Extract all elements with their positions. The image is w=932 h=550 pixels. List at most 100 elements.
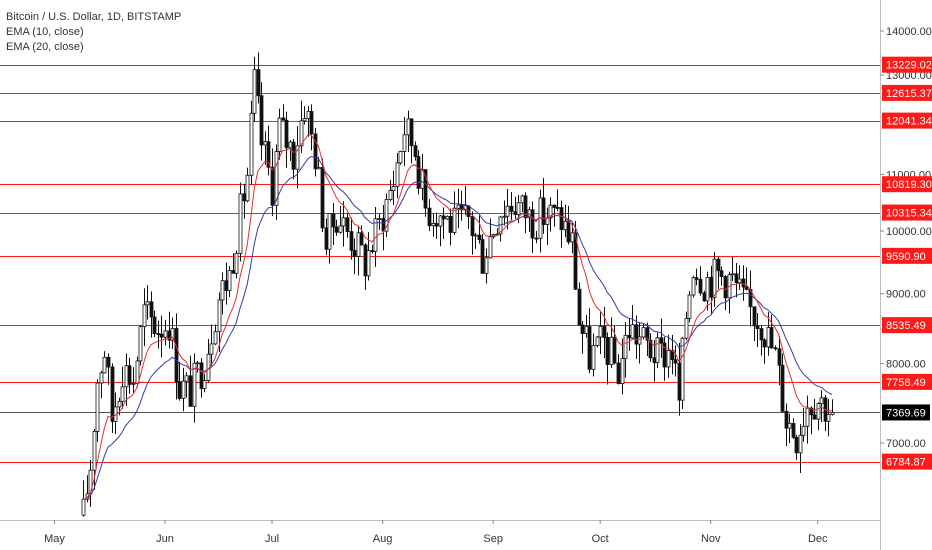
candle-body-196 bbox=[780, 364, 785, 412]
candle-body-59 bbox=[291, 141, 296, 170]
candle-body-164 bbox=[666, 350, 671, 368]
candle-body-10 bbox=[117, 400, 122, 408]
x-tick-label-7: Dec bbox=[808, 533, 828, 545]
candle-body-173 bbox=[698, 278, 703, 294]
candle-body-111 bbox=[477, 234, 482, 240]
candle-body-197 bbox=[784, 410, 789, 429]
candle-body-92 bbox=[409, 118, 414, 147]
candle-body-153 bbox=[627, 334, 632, 339]
candle-body-30 bbox=[188, 375, 193, 407]
candle-body-25 bbox=[170, 328, 175, 341]
candle-body-85 bbox=[384, 199, 389, 232]
candle-body-14 bbox=[131, 382, 136, 385]
candle-body-170 bbox=[687, 294, 692, 319]
candle-body-203 bbox=[805, 407, 810, 427]
candle-body-189 bbox=[755, 325, 760, 330]
candle-body-98 bbox=[431, 223, 436, 227]
candle-body-210 bbox=[830, 412, 835, 415]
candle-body-4 bbox=[95, 382, 100, 432]
candle-body-44 bbox=[238, 193, 243, 254]
candle-body-126 bbox=[530, 209, 535, 239]
candle-body-67 bbox=[320, 167, 325, 229]
candle-body-109 bbox=[470, 216, 475, 236]
candle-body-42 bbox=[231, 270, 236, 274]
candle-body-12 bbox=[124, 365, 129, 388]
candle-body-176 bbox=[709, 276, 714, 298]
candle-body-166 bbox=[673, 359, 678, 364]
y-tick-label-3: 10000.00 bbox=[886, 226, 932, 238]
candle-body-66 bbox=[316, 167, 321, 170]
candle-body-127 bbox=[534, 237, 539, 240]
candle-body-40 bbox=[224, 280, 229, 291]
candle-body-178 bbox=[716, 258, 721, 272]
candle-body-18 bbox=[145, 301, 150, 306]
candle-body-41 bbox=[227, 270, 232, 291]
candle-body-71 bbox=[334, 226, 339, 233]
level-label-7: 7758.49 bbox=[886, 377, 926, 389]
ema10-line bbox=[82, 134, 833, 500]
candle-body-22 bbox=[159, 333, 164, 338]
candle-body-124 bbox=[523, 195, 528, 219]
candle-body-51 bbox=[263, 141, 268, 146]
candle-body-204 bbox=[809, 407, 814, 416]
y-tick-label-5: 8000.00 bbox=[886, 359, 926, 371]
y-tick-label-4: 9000.00 bbox=[886, 289, 926, 301]
candle-body-155 bbox=[634, 324, 639, 345]
candle-body-139 bbox=[577, 288, 582, 326]
x-tick-label-6: Nov bbox=[701, 533, 721, 545]
candle-body-6 bbox=[102, 356, 107, 374]
x-tick-label-4: Sep bbox=[483, 533, 503, 545]
candle-body-76 bbox=[352, 249, 357, 257]
candle-body-100 bbox=[438, 215, 443, 227]
candle-body-87 bbox=[391, 186, 396, 191]
candle-body-159 bbox=[648, 339, 653, 359]
candle-body-7 bbox=[106, 356, 111, 368]
candle-body-17 bbox=[142, 304, 147, 328]
candle-body-190 bbox=[759, 328, 764, 341]
candle-body-80 bbox=[366, 250, 371, 277]
candle-body-158 bbox=[645, 327, 650, 341]
candle-body-144 bbox=[595, 336, 600, 346]
candle-body-199 bbox=[791, 422, 796, 438]
level-label-box-4 bbox=[882, 204, 932, 221]
x-tick-label-1: Jun bbox=[156, 533, 174, 545]
candle-body-133 bbox=[555, 207, 560, 209]
candle-body-145 bbox=[598, 326, 603, 338]
level-label-8: 6784.87 bbox=[886, 457, 926, 469]
candle-body-32 bbox=[195, 362, 200, 365]
candle-body-138 bbox=[573, 232, 578, 290]
ema-lines bbox=[82, 134, 833, 500]
candle-body-101 bbox=[441, 215, 446, 220]
candle-body-83 bbox=[377, 218, 382, 220]
level-label-6: 8535.49 bbox=[886, 320, 926, 332]
y-tick-label-1: 13000.00 bbox=[886, 70, 932, 82]
candle-body-142 bbox=[587, 326, 592, 370]
candle-body-148 bbox=[609, 336, 614, 365]
candle-body-77 bbox=[356, 232, 361, 257]
candle-body-206 bbox=[816, 403, 821, 420]
candle-body-202 bbox=[801, 425, 806, 436]
candle-body-54 bbox=[274, 151, 279, 206]
candle-body-201 bbox=[798, 434, 803, 454]
horizontal-levels bbox=[0, 65, 880, 463]
candle-body-45 bbox=[242, 193, 247, 202]
level-label-box-1 bbox=[882, 84, 932, 101]
legend-title: Bitcoin / U.S. Dollar, 1D, BITSTAMP bbox=[6, 11, 182, 23]
candle-body-136 bbox=[566, 220, 571, 243]
candle-body-38 bbox=[217, 299, 222, 333]
candle-body-118 bbox=[502, 215, 507, 218]
candle-body-64 bbox=[309, 111, 314, 135]
level-label-4: 10315.34 bbox=[886, 208, 932, 220]
candle-body-160 bbox=[652, 357, 657, 364]
candle-body-49 bbox=[256, 69, 261, 97]
level-label-box-8 bbox=[882, 453, 932, 470]
x-tick-label-2: Jul bbox=[265, 533, 279, 545]
candle-body-29 bbox=[184, 375, 189, 382]
candle-body-47 bbox=[249, 112, 254, 176]
candle-body-123 bbox=[520, 195, 525, 204]
candle-body-0 bbox=[81, 498, 86, 516]
candle-body-137 bbox=[570, 232, 575, 243]
candle-body-28 bbox=[181, 380, 186, 399]
candle-body-177 bbox=[712, 258, 717, 298]
